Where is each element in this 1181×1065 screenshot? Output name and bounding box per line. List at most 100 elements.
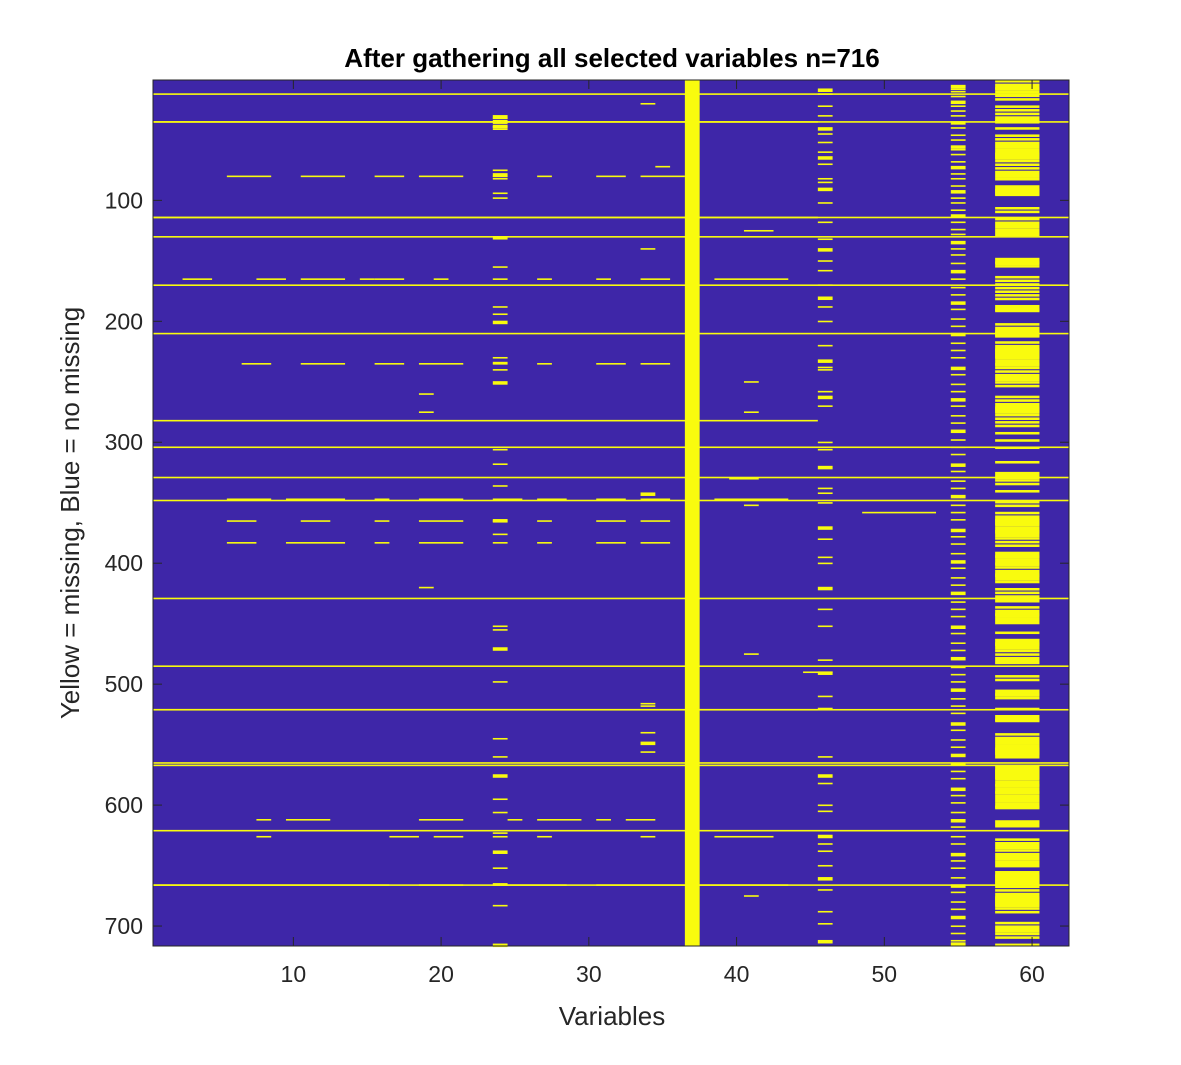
missing-cell-col-24 [492,943,508,948]
missing-cell-col-46 [817,586,833,591]
missing-cell-col-24 [492,867,508,869]
missing-band-cell [995,471,1040,480]
missing-band-cell [995,170,1040,178]
missing-cell-col-46 [817,369,833,371]
missing-cell-col-55 [950,688,966,692]
missing-cell-col-55 [950,405,966,407]
missing-cell-col-55 [950,535,966,538]
missing-band-cell [995,109,1040,112]
missing-band-cell [995,606,1040,609]
y-tick-label: 100 [105,187,143,213]
missing-segment-row-383 [492,542,508,544]
missing-band-cell [995,381,1040,384]
missing-cell-col-55 [950,127,966,129]
missing-cell-col-46 [817,659,833,661]
missing-cell-col-46 [817,366,833,369]
missing-cell-col-24 [492,128,508,130]
missing-cell-col-55 [950,318,966,320]
missing-band-cell [995,642,1040,650]
missing-segment-row-365 [596,520,626,522]
missing-band-cell [995,283,1040,286]
missing-band-cell [995,490,1040,493]
missing-cell-col-55 [950,819,966,823]
missing-cell-col-34 [640,705,656,707]
missing-band-cell [995,286,1040,290]
missing-row-621 [153,829,1069,832]
missing-band-cell [995,500,1040,504]
x-tick-label: 30 [576,961,602,987]
missing-cell-col-24 [492,448,508,451]
missing-segment-row-235 [241,363,272,365]
missing-cell-col-55 [950,197,966,199]
missing-segment-row-72 [655,165,671,168]
missing-segment-row-626 [256,835,272,838]
missing-cell-col-46 [817,465,833,470]
missing-cell-col-55 [950,240,966,245]
missing-cell-col-55 [950,625,966,630]
missing-cell-col-55 [950,233,966,236]
missing-cell-col-55 [950,891,966,894]
missing-band-cell [995,341,1040,344]
missing-cell-col-55 [950,332,966,337]
missing-cell-col-24 [492,647,508,651]
missing-band-cell [995,838,1040,841]
missing-cell-col-24 [492,381,508,385]
missing-segment-row-626 [389,835,419,838]
missing-segment-row-365 [226,520,257,522]
missing-cell-col-46 [817,556,833,559]
missing-cell-col-55 [950,504,966,507]
missing-segment-row-282 [153,419,818,422]
missing-band-cell [995,555,1040,558]
missing-band-cell [995,921,1040,925]
missing-band-cell [995,566,1040,569]
missing-cell-col-34 [640,751,656,753]
x-tick-label: 40 [724,961,750,987]
missing-cell-col-55 [950,221,966,224]
missing-cell-col-24 [492,463,508,466]
missing-band-cell [995,206,1040,210]
missing-row-429 [153,597,1069,600]
missing-band-cell [995,696,1040,700]
missing-band-cell [995,936,1040,939]
missing-cell-col-24 [492,798,508,801]
missing-segment-row-666 [596,884,685,886]
missing-cell-col-24 [492,519,508,523]
missing-cell-col-46 [817,910,833,913]
missing-segment-row-347 [226,498,272,501]
missing-band-cell [995,424,1040,428]
chart-title: After gathering all selected variables n… [344,43,879,73]
missing-cell-col-55 [950,269,966,274]
missing-cell-col-55 [950,835,966,838]
missing-cell-col-55 [950,248,966,250]
missing-cell-col-46 [817,105,833,107]
missing-band-cell [995,192,1040,196]
missing-band-cell [995,925,1040,933]
missing-segment-row-365 [537,520,552,522]
missing-segment-row-675 [743,895,759,897]
missing-band-cell [995,323,1040,326]
missing-segment-row-365 [374,520,390,522]
missing-cell-col-55 [950,852,966,857]
y-tick-label: 200 [105,308,143,334]
missing-cell-col-55 [950,528,966,533]
missing-row-329 [153,476,1069,479]
missing-cell-col-55 [950,729,966,732]
missing-cell-col-24 [492,177,508,180]
missing-cell-col-46 [817,923,833,925]
missing-band-cell [995,210,1040,214]
missing-cell-col-55 [950,145,966,149]
missing-cell-col-55 [950,939,966,942]
missing-band-cell [995,90,1040,94]
missing-cell-col-55 [950,214,966,218]
missing-segment-row-235 [418,363,464,365]
missing-cell-col-55 [950,139,966,141]
missing-cell-col-46 [817,562,833,565]
missing-cell-col-46 [817,405,833,407]
y-axis: 100 200 300 400 500 600 700 [105,187,1069,939]
missing-band-cell [995,889,1040,892]
missing-segment-row-165 [300,278,346,280]
plot-area [152,79,1070,948]
missing-segment-row-80 [640,175,685,178]
missing-band-cell [995,297,1040,301]
